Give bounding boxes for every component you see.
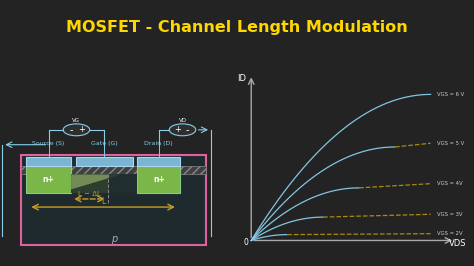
Text: -: - xyxy=(70,125,73,135)
Text: n+: n+ xyxy=(43,174,55,184)
Text: ID: ID xyxy=(237,74,246,84)
Bar xyxy=(26,165,71,193)
Text: MOSFET - Channel Length Modulation: MOSFET - Channel Length Modulation xyxy=(66,20,408,35)
Text: -: - xyxy=(185,125,189,135)
Text: VGS = 5 V: VGS = 5 V xyxy=(437,141,464,146)
Polygon shape xyxy=(108,174,137,193)
Text: L − ΔL: L − ΔL xyxy=(78,192,101,197)
Text: VGS = 4V: VGS = 4V xyxy=(437,181,463,186)
Circle shape xyxy=(169,124,196,136)
Text: VDS: VDS xyxy=(449,239,466,248)
Text: VD: VD xyxy=(179,118,186,123)
Bar xyxy=(137,157,180,165)
Text: Source (S): Source (S) xyxy=(32,141,65,146)
Text: VGS = 6 V: VGS = 6 V xyxy=(437,92,464,97)
Text: VGS = 2V: VGS = 2V xyxy=(437,231,463,236)
Bar xyxy=(21,165,206,174)
Text: +: + xyxy=(174,125,181,134)
Text: +: + xyxy=(78,125,85,134)
Text: Drain (D): Drain (D) xyxy=(145,141,173,146)
Polygon shape xyxy=(71,174,121,189)
Text: VGS = 3V: VGS = 3V xyxy=(437,212,463,217)
Text: VG: VG xyxy=(73,118,81,123)
Polygon shape xyxy=(71,174,137,193)
Bar xyxy=(76,157,133,165)
Text: p: p xyxy=(110,234,117,244)
Text: 0: 0 xyxy=(243,238,248,247)
Bar xyxy=(21,155,206,245)
Text: L: L xyxy=(101,197,105,206)
Bar xyxy=(26,157,71,165)
Circle shape xyxy=(63,124,90,136)
Text: Gate (G): Gate (G) xyxy=(91,141,118,146)
Text: n+: n+ xyxy=(153,174,164,184)
Bar xyxy=(137,165,180,193)
